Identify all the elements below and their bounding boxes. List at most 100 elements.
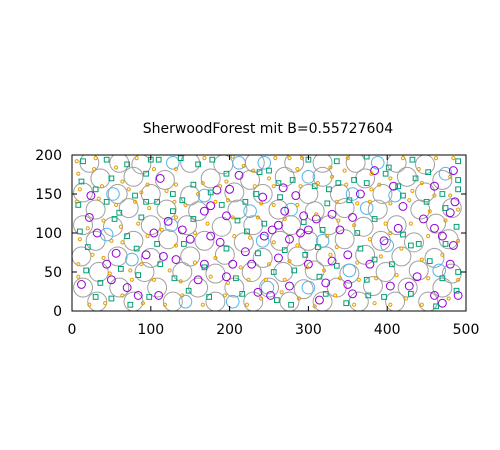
data-point [363, 180, 370, 186]
data-point [111, 248, 121, 258]
data-point [295, 166, 300, 172]
data-point [419, 302, 424, 307]
data-point [367, 237, 372, 242]
data-point [425, 169, 432, 176]
data-point [315, 246, 336, 267]
data-point [367, 199, 388, 220]
data-point [348, 289, 357, 299]
data-point [318, 215, 339, 236]
data-point [171, 255, 181, 264]
data-point [77, 228, 83, 235]
data-point [241, 163, 246, 168]
data-point [419, 214, 428, 224]
data-point [312, 304, 317, 309]
data-point [315, 234, 330, 248]
data-point [225, 280, 231, 286]
data-point [288, 301, 294, 308]
data-point [190, 216, 197, 222]
data-point [295, 243, 300, 248]
data-point [448, 241, 458, 250]
y-tick-label: 200 [35, 148, 62, 164]
data-point [312, 166, 333, 187]
data-point [200, 168, 221, 189]
data-point [379, 236, 389, 246]
data-point [357, 245, 364, 252]
data-point [222, 272, 231, 282]
data-point [222, 211, 231, 221]
data-point [118, 224, 123, 229]
data-point [85, 226, 90, 231]
data-point [430, 181, 439, 191]
data-point [140, 301, 145, 306]
data-point [296, 296, 302, 301]
data-point [398, 202, 408, 211]
data-point [230, 155, 235, 159]
data-point [103, 301, 108, 306]
data-point [253, 191, 260, 197]
data-point [248, 235, 253, 240]
data-point [205, 263, 226, 284]
data-point [173, 243, 179, 248]
data-point [164, 188, 169, 193]
data-point [280, 206, 290, 216]
data-point [141, 250, 151, 260]
data-point [139, 262, 144, 267]
data-point [92, 294, 99, 300]
data-point [443, 218, 448, 223]
data-point [285, 281, 294, 291]
data-point [255, 234, 270, 248]
data-point [374, 276, 379, 281]
data-point [101, 255, 106, 261]
data-point [183, 202, 188, 207]
data-point [301, 170, 316, 184]
data-point [419, 181, 424, 186]
data-point [257, 156, 272, 170]
data-point [426, 213, 447, 234]
data-point [103, 198, 110, 205]
data-point [99, 227, 114, 242]
x-tick-label: 0 [68, 322, 77, 338]
data-point [159, 227, 164, 232]
data-point [234, 170, 244, 180]
data-point [225, 184, 235, 194]
data-point [355, 189, 365, 199]
data-point [448, 166, 458, 176]
data-point [409, 156, 416, 163]
data-point [106, 187, 120, 201]
data-point [407, 242, 414, 249]
data-point [400, 192, 406, 199]
data-point [123, 166, 144, 187]
data-point [107, 246, 128, 267]
data-point [426, 276, 431, 281]
data-point [225, 198, 231, 203]
data-point [432, 277, 453, 298]
data-point [295, 202, 300, 207]
data-point [77, 280, 86, 289]
data-point [171, 275, 178, 282]
data-point [345, 155, 366, 173]
data-point [207, 189, 214, 196]
data-point [223, 245, 230, 252]
data-point [218, 202, 225, 208]
data-point [375, 262, 396, 282]
data-point [131, 155, 152, 175]
data-point [180, 246, 201, 267]
data-point [455, 269, 461, 275]
data-point [448, 193, 453, 198]
data-point [363, 155, 370, 160]
data-point [261, 220, 268, 227]
data-point [162, 291, 183, 311]
data-point [289, 177, 296, 183]
data-point [243, 215, 264, 236]
data-point [337, 276, 343, 281]
data-point [329, 174, 335, 179]
data-point [177, 155, 184, 161]
data-point [74, 159, 79, 164]
data-point [129, 277, 134, 282]
data-point [439, 275, 446, 282]
data-point [90, 168, 111, 189]
data-point [282, 277, 287, 282]
data-point [136, 221, 141, 226]
data-point [145, 182, 150, 187]
data-point [218, 184, 223, 189]
